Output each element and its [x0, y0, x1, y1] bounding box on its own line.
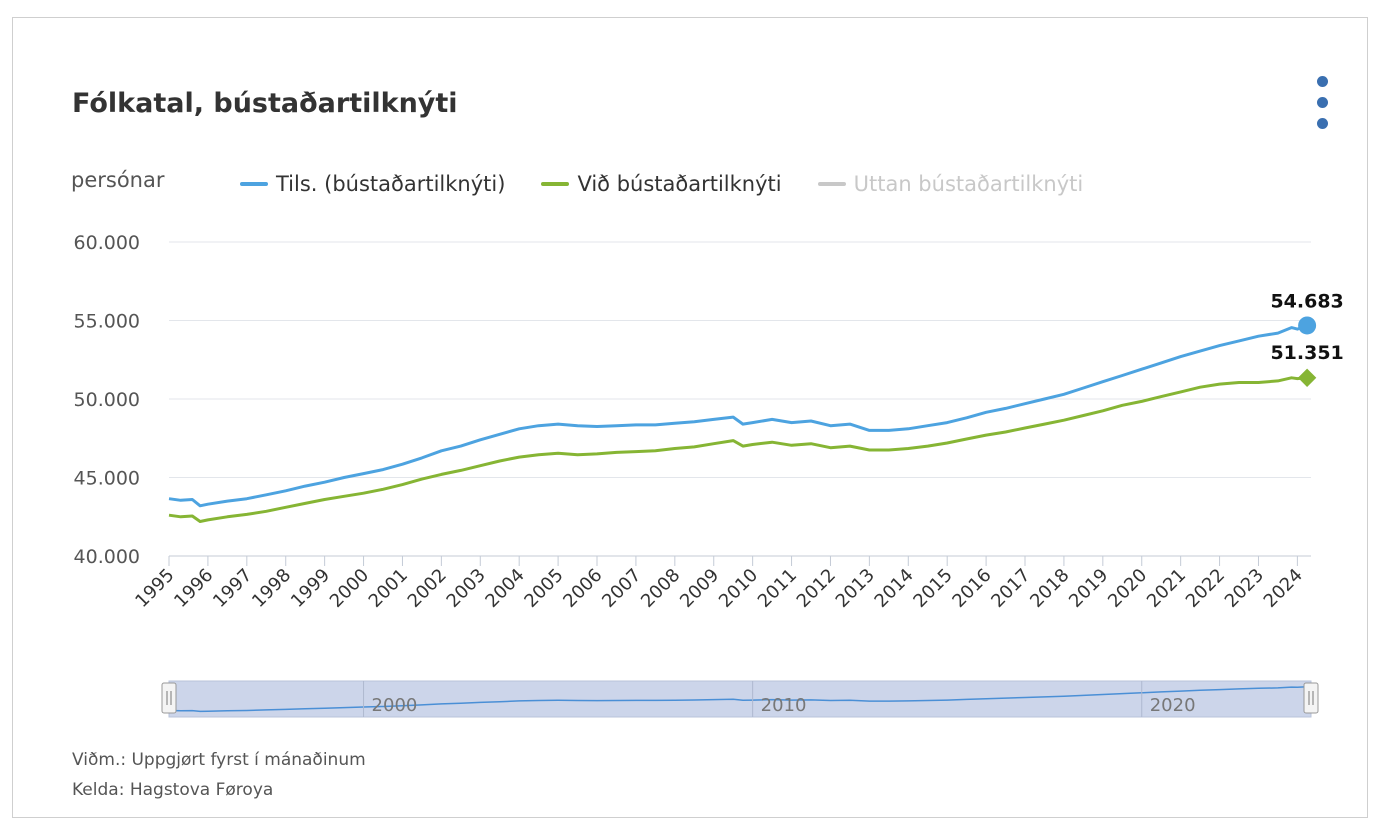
chart-container	[12, 17, 1368, 818]
footer-note: Viðm.: Uppgjørt fyrst í mánaðinum	[72, 750, 366, 770]
legend-item-without-attachment[interactable]: Uttan bústaðartilknýti	[817, 172, 1084, 196]
chart-legend: Tils. (bústaðartilknýti) Við bústaðartil…	[240, 172, 1083, 196]
legend-label-with-attachment: Við bústaðartilknýti	[577, 172, 782, 196]
chart-title: Fólkatal, bústaðartilknýti	[72, 88, 458, 119]
legend-label-total: Tils. (bústaðartilknýti)	[276, 172, 506, 196]
legend-item-with-attachment[interactable]: Við bústaðartilknýti	[541, 172, 782, 196]
legend-swatch-with-attachment	[541, 182, 570, 186]
legend-label-without-attachment: Uttan bústaðartilknýti	[853, 172, 1084, 196]
y-axis-unit-label: persónar	[71, 168, 165, 192]
legend-item-total[interactable]: Tils. (bústaðartilknýti)	[240, 172, 505, 196]
legend-swatch-total	[240, 182, 268, 186]
more-vertical-icon[interactable]	[1310, 72, 1334, 134]
legend-swatch-without-attachment	[817, 182, 846, 186]
footer-source: Kelda: Hagstova Føroya	[72, 780, 274, 800]
